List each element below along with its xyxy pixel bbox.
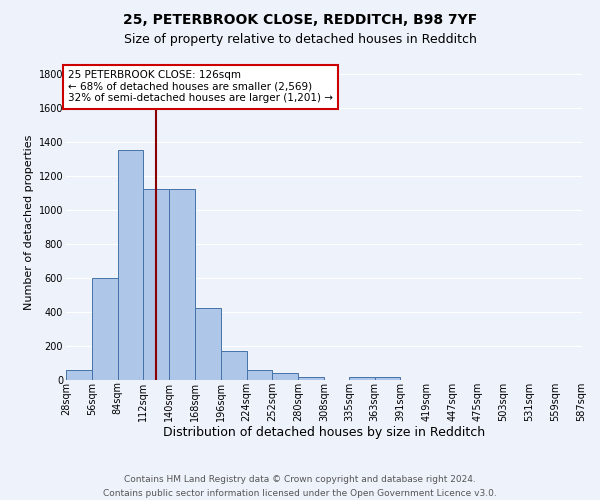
- Bar: [374, 376, 400, 380]
- Text: 25 PETERBROOK CLOSE: 126sqm
← 68% of detached houses are smaller (2,569)
32% of : 25 PETERBROOK CLOSE: 126sqm ← 68% of det…: [68, 70, 333, 103]
- Text: Size of property relative to detached houses in Redditch: Size of property relative to detached ho…: [124, 32, 476, 46]
- Bar: [272, 373, 298, 380]
- Bar: [143, 190, 169, 380]
- Text: 25, PETERBROOK CLOSE, REDDITCH, B98 7YF: 25, PETERBROOK CLOSE, REDDITCH, B98 7YF: [123, 12, 477, 26]
- Bar: [92, 278, 118, 380]
- Text: Contains HM Land Registry data © Crown copyright and database right 2024.
Contai: Contains HM Land Registry data © Crown c…: [103, 476, 497, 498]
- Bar: [118, 150, 143, 380]
- Bar: [349, 376, 374, 380]
- Bar: [66, 370, 92, 380]
- Bar: [247, 370, 272, 380]
- Bar: [195, 308, 221, 380]
- Y-axis label: Number of detached properties: Number of detached properties: [25, 135, 34, 310]
- X-axis label: Distribution of detached houses by size in Redditch: Distribution of detached houses by size …: [163, 426, 485, 440]
- Bar: [221, 351, 247, 380]
- Bar: [298, 378, 324, 380]
- Bar: [169, 190, 195, 380]
